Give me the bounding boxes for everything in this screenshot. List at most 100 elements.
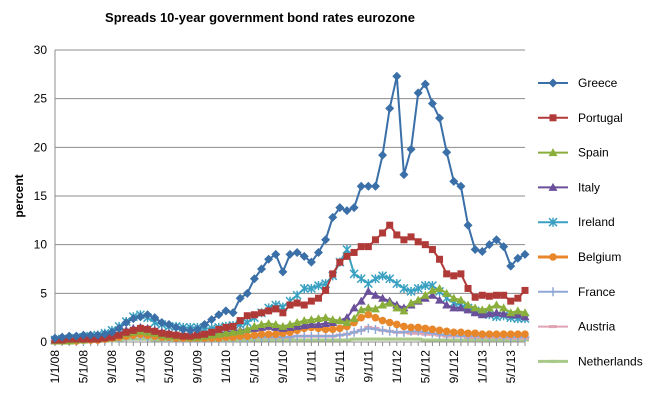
x-tick-label: 9/1/08 [105,350,119,384]
legend-marker [549,253,557,261]
data-point [449,328,458,337]
data-point [178,324,188,334]
data-point [114,323,124,333]
data-point [456,303,466,312]
legend-item-italy: Italy [538,180,600,194]
data-point [385,337,394,341]
data-point [122,328,130,336]
data-point [363,303,373,312]
data-point [400,322,408,331]
data-point [208,328,216,336]
data-point [128,314,138,324]
data-point [221,306,231,316]
data-point [335,316,345,325]
x-tick-labels: 1/1/08 5/1/08 9/1/08 1/1/09 5/1/09 9/1/09 1/1/… [48,350,518,384]
x-tick-label: 9/1/12 [447,350,461,384]
data-point [428,325,437,334]
data-point [336,324,344,333]
x-tick-label: 1/1/09 [133,350,147,384]
data-point [306,257,316,267]
data-point [456,181,466,191]
data-point [520,308,530,317]
data-point [250,331,259,339]
legend-item-belgium: Belgium [538,250,621,264]
legend-marker [549,114,557,122]
data-point [443,270,451,278]
data-point [399,337,408,341]
x-tick-label: 9/1/11 [361,350,375,383]
data-point [214,329,224,338]
data-point [385,326,395,336]
series-lines [50,71,530,346]
data-point [343,252,351,260]
data-point [121,318,131,328]
data-point [321,235,331,245]
data-point [257,319,267,328]
data-point [378,337,387,341]
data-point [370,181,380,191]
data-point [477,305,487,314]
legend-marker [549,325,557,329]
data-point [328,331,338,341]
data-point [392,303,402,312]
data-point [492,308,502,317]
data-point [449,303,459,312]
data-point [457,328,465,337]
legend-marker [548,78,558,88]
data-point [286,301,294,309]
data-point [370,324,380,334]
data-point [135,312,145,322]
data-point [235,293,245,303]
data-point [257,330,266,339]
data-point [363,286,373,295]
legend-label: Netherlands [578,354,643,368]
legend-item-netherlands: Netherlands [538,354,643,368]
data-point [257,264,267,274]
data-point [93,330,103,340]
x-tick-label: 1/1/12 [390,350,404,384]
data-point [520,249,530,259]
data-point [470,245,480,255]
data-point [406,286,416,296]
data-point [363,181,373,191]
data-point [363,279,373,289]
data-point [442,288,452,297]
data-point [171,322,181,332]
data-point [427,285,437,294]
legend-label: Greece [578,76,618,90]
data-point [435,326,444,335]
data-point [307,297,315,305]
x-tick-label: 1/1/08 [48,350,62,384]
data-point [136,324,144,332]
data-point [378,316,387,325]
legend-item-austria: Austria [538,320,616,334]
data-point [428,338,437,342]
data-point [427,99,437,109]
x-tick-label: 5/1/13 [504,350,518,384]
data-point [299,320,309,329]
data-point [513,253,523,263]
data-point [336,258,344,266]
data-point [193,331,201,339]
data-point [214,310,224,320]
data-point [363,323,373,333]
data-point [464,329,472,338]
data-point [335,338,344,342]
data-point [278,267,288,277]
data-point [321,313,331,322]
data-point [493,291,501,299]
data-point [313,247,323,257]
data-point [385,318,394,327]
data-point [64,331,74,341]
data-point [349,327,359,337]
data-point [406,298,416,307]
legend-marker [548,217,558,227]
data-point [164,319,174,329]
data-point [185,325,195,335]
data-point [264,254,274,264]
data-point [399,306,409,315]
y-tick-labels: 0 5 10 15 20 25 30 [34,43,48,349]
data-point [400,236,408,244]
data-point [335,330,345,340]
data-point [328,325,337,334]
